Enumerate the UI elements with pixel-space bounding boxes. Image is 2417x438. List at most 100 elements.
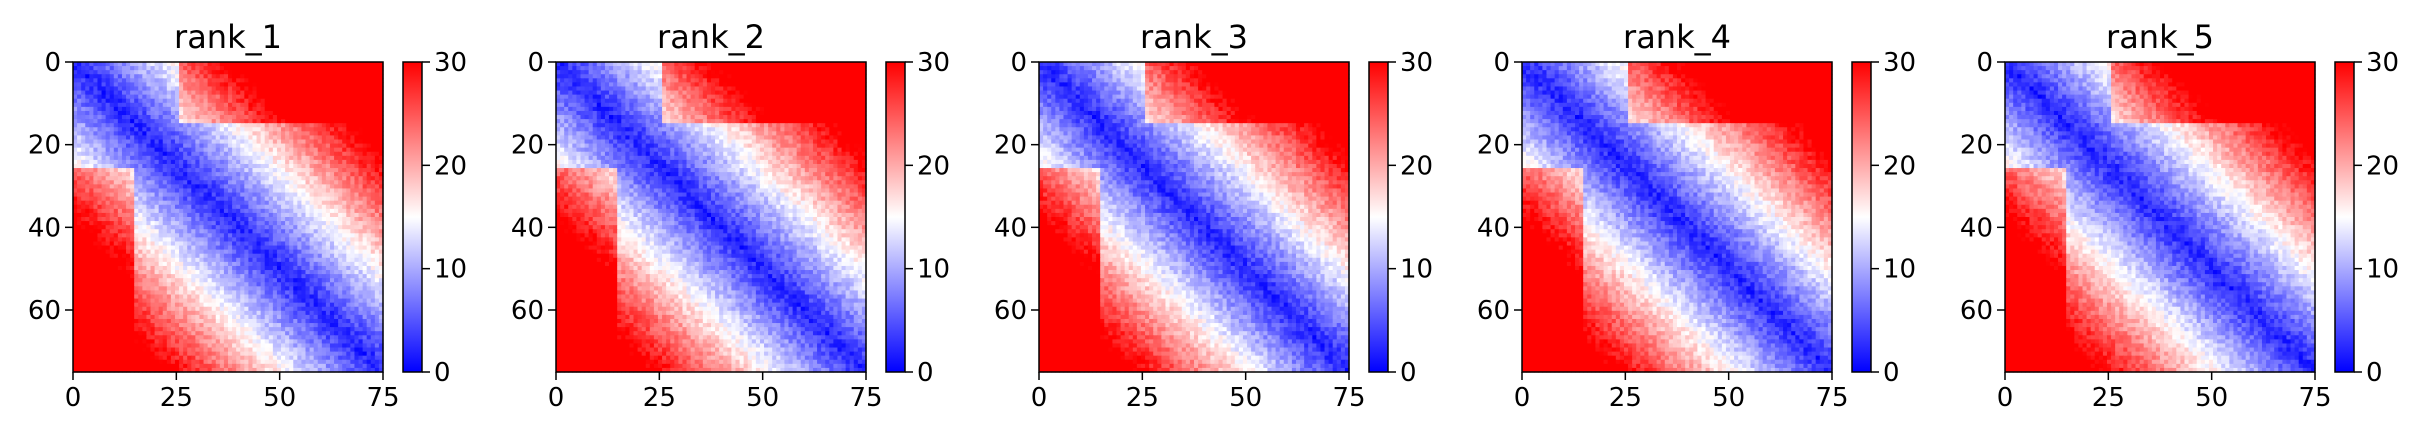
heatmap-cell — [126, 217, 131, 222]
heatmap-cell — [106, 111, 111, 116]
heatmap-cell — [110, 160, 115, 165]
heatmap-cell — [269, 164, 274, 169]
heatmap-cell — [93, 172, 98, 177]
heatmap-cell — [354, 286, 359, 291]
heatmap-cell — [359, 217, 364, 222]
heatmap-cell — [179, 111, 184, 116]
heatmap-cell — [199, 266, 204, 271]
heatmap-cell — [216, 152, 221, 157]
heatmap-cell — [114, 168, 119, 173]
heatmap-cell — [208, 311, 213, 316]
heatmap-cell — [167, 209, 172, 214]
heatmap-cell — [208, 91, 213, 96]
heatmap-cell — [293, 197, 298, 202]
heatmap-cell — [301, 99, 306, 104]
heatmap-cell — [146, 237, 151, 242]
heatmap-cell — [179, 123, 184, 128]
heatmap-cell — [151, 107, 156, 112]
heatmap-cell — [371, 131, 376, 136]
heatmap-cell — [367, 209, 372, 214]
heatmap-cell — [232, 205, 237, 210]
heatmap-cell — [138, 197, 143, 202]
heatmap-cell — [363, 274, 368, 279]
heatmap-cell — [155, 205, 160, 210]
heatmap-cell — [277, 209, 282, 214]
heatmap-cell — [318, 131, 323, 136]
heatmap-cell — [314, 66, 319, 71]
heatmap-cell — [359, 99, 364, 104]
heatmap-cell — [85, 144, 90, 149]
heatmap-cell — [293, 311, 298, 316]
heatmap-cell — [220, 295, 225, 300]
heatmap-cell — [314, 184, 319, 189]
heatmap-cell — [179, 160, 184, 165]
heatmap-cell — [114, 225, 119, 230]
heatmap-cell — [208, 241, 213, 246]
heatmap-cell — [106, 172, 111, 177]
heatmap-cell — [281, 70, 286, 75]
heatmap-cell — [159, 278, 164, 283]
heatmap-cell — [289, 160, 294, 165]
heatmap-cell — [122, 233, 127, 238]
heatmap-cell — [354, 254, 359, 259]
heatmap-cell — [318, 315, 323, 320]
heatmap-cell — [228, 323, 233, 328]
heatmap-cell — [212, 111, 217, 116]
heatmap-cell — [297, 95, 302, 100]
heatmap-cell — [175, 115, 180, 120]
heatmap-cell — [126, 172, 131, 177]
heatmap-cell — [367, 311, 372, 316]
heatmap-cell — [367, 193, 372, 198]
heatmap-cell — [273, 299, 278, 304]
heatmap-cell — [257, 78, 262, 83]
heatmap-cell — [281, 290, 286, 295]
heatmap-cell — [199, 221, 204, 226]
heatmap-cell — [240, 258, 245, 263]
heatmap-cell — [367, 103, 372, 108]
heatmap-cell — [110, 78, 115, 83]
heatmap-cell — [306, 217, 311, 222]
heatmap-cell — [338, 107, 343, 112]
heatmap-cell — [338, 254, 343, 259]
heatmap-cell — [122, 127, 127, 132]
heatmap-cell — [151, 103, 156, 108]
heatmap-cell — [326, 74, 331, 79]
heatmap-cell — [371, 99, 376, 104]
heatmap-cell — [208, 184, 213, 189]
heatmap-cell — [375, 286, 380, 291]
heatmap-cell — [191, 217, 196, 222]
heatmap-cell — [114, 107, 119, 112]
heatmap-cell — [183, 197, 188, 202]
heatmap-cell — [310, 74, 315, 79]
heatmap-cell — [338, 131, 343, 136]
heatmap-cell — [183, 127, 188, 132]
heatmap-cell — [277, 135, 282, 140]
heatmap-cell — [232, 131, 237, 136]
heatmap-cell — [77, 323, 82, 328]
heatmap-cell — [77, 319, 82, 324]
heatmap-cell — [363, 323, 368, 328]
heatmap-cell — [195, 209, 200, 214]
heatmap-cell — [342, 229, 347, 234]
heatmap-cell — [118, 144, 123, 149]
heatmap-cell — [293, 205, 298, 210]
heatmap-cell — [208, 282, 213, 287]
heatmap-cell — [93, 270, 98, 275]
heatmap-cell — [179, 107, 184, 112]
heatmap-cell — [142, 307, 147, 312]
heatmap-cell — [195, 70, 200, 75]
heatmap-cell — [334, 131, 339, 136]
heatmap-cell — [261, 278, 266, 283]
heatmap-cell — [342, 91, 347, 96]
heatmap-cell — [252, 70, 257, 75]
heatmap-cell — [265, 315, 270, 320]
heatmap-cell — [375, 127, 380, 132]
heatmap-cell — [293, 160, 298, 165]
heatmap-cell — [334, 250, 339, 255]
heatmap-cell — [212, 290, 217, 295]
heatmap-cell — [244, 315, 249, 320]
heatmap-cell — [204, 160, 209, 165]
heatmap-cell — [273, 225, 278, 230]
heatmap-cell — [77, 115, 82, 120]
heatmap-cell — [118, 217, 123, 222]
